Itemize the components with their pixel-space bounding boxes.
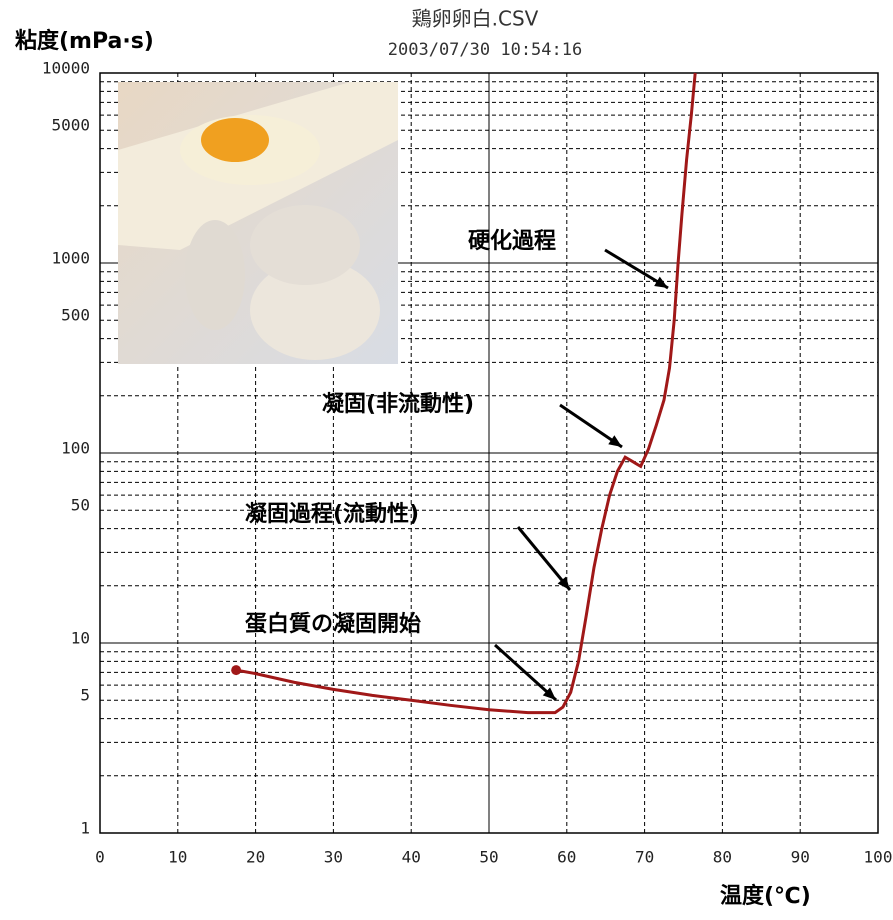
annotation-arrow <box>516 526 572 591</box>
annotation: 凝固(非流動性) <box>322 391 474 417</box>
x-tick-label: 0 <box>95 848 105 867</box>
annotation-arrow <box>493 643 558 702</box>
x-axis-label: 温度(℃) <box>720 883 811 909</box>
y-tick-label: 10 <box>71 629 90 648</box>
chart-title: 鶏卵卵白.CSV <box>412 7 539 31</box>
y-tick-label: 1 <box>80 819 90 838</box>
x-tick-label: 50 <box>479 848 498 867</box>
y-tick-label: 500 <box>61 306 90 325</box>
arrow-head <box>557 576 570 590</box>
y-tick-label: 50 <box>71 496 90 515</box>
x-tick-label: 70 <box>635 848 654 867</box>
egg-photo <box>118 82 398 364</box>
data-line <box>235 72 697 715</box>
y-axis-label: 粘度(mPa·s) <box>15 28 154 54</box>
y-tick-label: 100 <box>61 439 90 458</box>
y-tick-label: 5000 <box>51 116 90 135</box>
x-tick-label: 90 <box>791 848 810 867</box>
x-tick-label: 20 <box>246 848 265 867</box>
arrow-head <box>654 276 668 288</box>
annotation: 硬化過程 <box>468 228 556 254</box>
y-tick-label: 5 <box>80 686 90 705</box>
arrow-head <box>608 435 622 447</box>
y-tick-label: 10000 <box>42 59 90 78</box>
x-tick-label: 60 <box>557 848 576 867</box>
x-tick-label: 40 <box>402 848 421 867</box>
x-tick-label: 100 <box>864 848 893 867</box>
start-marker <box>231 665 242 676</box>
x-tick-label: 80 <box>713 848 732 867</box>
plot-frame <box>99 72 879 834</box>
arrow-head <box>542 687 556 700</box>
annotation: 凝固過程(流動性) <box>245 501 419 527</box>
annotation: 蛋白質の凝固開始 <box>245 611 421 637</box>
chart-subtitle: 2003/07/30 10:54:16 <box>388 40 582 60</box>
y-tick-label: 1000 <box>51 249 90 268</box>
x-tick-label: 30 <box>324 848 343 867</box>
x-tick-label: 10 <box>168 848 187 867</box>
